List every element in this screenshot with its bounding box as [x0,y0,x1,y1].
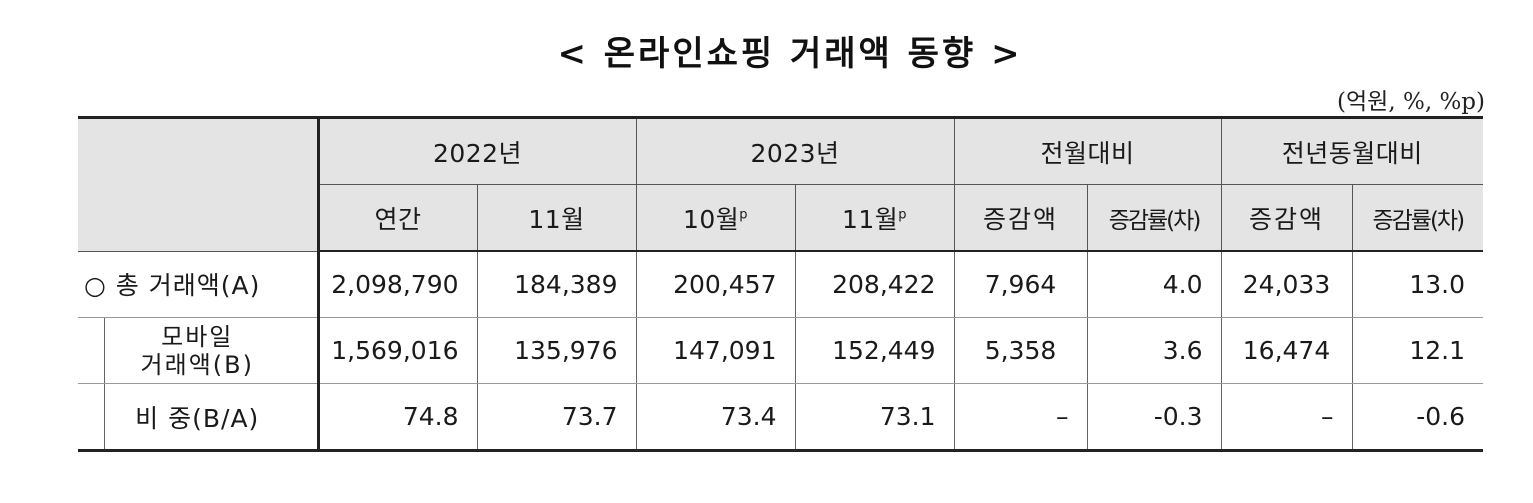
header-annual: 연간 [317,184,478,252]
cell: 12.1 [1351,317,1484,384]
cell: 4.0 [1086,251,1222,318]
cell: 5,358 [953,317,1088,384]
table-row-total: ○ 총 거래액(A) 2,098,790 184,389 200,457 208… [78,251,1484,318]
unit-label: (억원, %, %p) [1337,89,1485,115]
cell: 7,964 [953,251,1088,318]
cell: 13.0 [1351,251,1484,318]
cell: 208,422 [794,251,955,318]
cell: 147,091 [635,317,796,384]
cell: 184,389 [476,251,637,318]
cell: 24,033 [1220,251,1353,318]
row-label-share: 비 중(B/A) [78,383,320,452]
cell: -0.6 [1351,383,1484,452]
cell: 3.6 [1086,317,1222,384]
indent-rule [104,318,105,383]
cell: -0.3 [1086,383,1222,452]
cell: 73.4 [635,383,796,452]
cell: 74.8 [317,383,478,452]
row-label-mobile: 모바일 거래액(B) [78,317,320,384]
cell: – [1220,383,1353,452]
header-2022: 2022년 [317,116,637,185]
header-stub [78,116,320,252]
cell: 16,474 [1220,317,1353,384]
prelim-mark: p [898,207,908,223]
cell: 1,569,016 [317,317,478,384]
cell: – [953,383,1088,452]
cell: 200,457 [635,251,796,318]
cell: 2,098,790 [317,251,478,318]
cell: 73.1 [794,383,955,452]
header-2023: 2023년 [635,116,955,185]
row-label-total: ○ 총 거래액(A) [78,251,320,318]
cell: 135,976 [476,317,637,384]
header-yoy-amount: 증감액 [1220,184,1353,252]
table-row-mobile: 모바일 거래액(B) 1,569,016 135,976 147,091 152,… [78,317,1484,384]
header-row-groups: 2022년 2023년 전월대비 전년동월대비 [78,116,1484,252]
shopping-transaction-table: 2022년 2023년 전월대비 전년동월대비 연간 11월 10월p 11월p… [78,116,1484,452]
cell: 152,449 [794,317,955,384]
table-title: < 온라인쇼핑 거래액 동향 > [557,34,1023,74]
header-mom-rate: 증감률(차) [1086,184,1222,252]
table-row-share: 비 중(B/A) 74.8 73.7 73.4 73.1 – -0.3 – -0… [78,383,1484,452]
header-yoy-rate: 증감률(차) [1351,184,1484,252]
header-2023-nov: 11월p [794,184,955,252]
cell: 73.7 [476,383,637,452]
header-row-sub: 연간 11월 10월p 11월p 증감액 증감률(차) 증감액 증감률(차) [78,184,1484,252]
header-mom-amount: 증감액 [953,184,1088,252]
header-2022-nov: 11월 [476,184,637,252]
header-mom: 전월대비 [953,116,1222,185]
header-2023-oct: 10월p [635,184,796,252]
header-yoy: 전년동월대비 [1220,116,1484,185]
indent-rule [104,384,105,448]
prelim-mark: p [739,207,749,223]
